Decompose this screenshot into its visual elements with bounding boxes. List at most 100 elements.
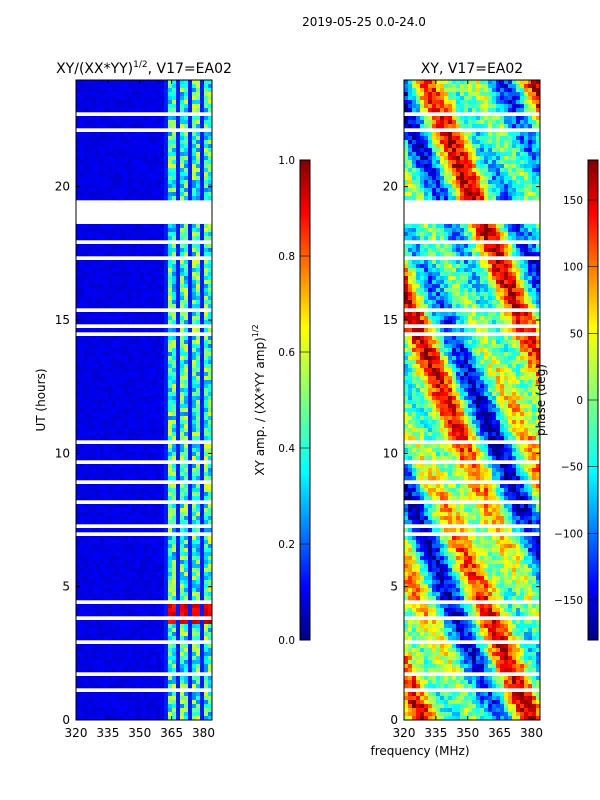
heatmap-cell	[160, 420, 165, 425]
heatmap-cell	[188, 300, 193, 305]
heatmap-cell	[176, 304, 181, 309]
heatmap-cell	[92, 160, 97, 165]
heatmap-cell	[180, 336, 185, 341]
heatmap-cell	[188, 120, 193, 125]
heatmap-cell	[192, 104, 197, 109]
heatmap-cell	[120, 604, 125, 609]
heatmap-cell	[160, 424, 165, 429]
heatmap-cell	[176, 540, 181, 545]
heatmap-cell	[480, 104, 485, 109]
heatmap-cell	[156, 196, 161, 201]
heatmap-cell	[92, 684, 97, 689]
heatmap-cell	[140, 152, 145, 157]
heatmap-cell	[172, 704, 177, 709]
heatmap-cell	[192, 300, 197, 305]
heatmap-cell	[76, 620, 81, 625]
heatmap-cell	[200, 196, 205, 201]
heatmap-cell	[156, 496, 161, 501]
heatmap-cell	[208, 492, 213, 497]
heatmap-cell	[76, 164, 81, 169]
heatmap-cell	[172, 140, 177, 145]
heatmap-cell	[208, 508, 213, 513]
heatmap-cell	[200, 84, 205, 89]
heatmap-cell	[204, 516, 209, 521]
heatmap-cell	[148, 412, 153, 417]
heatmap-cell	[192, 120, 197, 125]
heatmap-cell	[124, 336, 129, 341]
heatmap-cell	[144, 596, 149, 601]
heatmap-cell	[128, 540, 133, 545]
heatmap-cell	[96, 232, 101, 237]
heatmap-cell	[116, 468, 121, 473]
heatmap-cell	[204, 576, 209, 581]
heatmap-cell	[96, 436, 101, 441]
heatmap-cell	[76, 312, 81, 317]
heatmap-cell	[496, 80, 501, 85]
heatmap-cell	[152, 312, 157, 317]
heatmap-cell	[136, 264, 141, 269]
heatmap-cell	[120, 360, 125, 365]
heatmap-cell	[160, 396, 165, 401]
heatmap-cell	[148, 528, 153, 533]
heatmap-cell	[100, 432, 105, 437]
heatmap-cell	[84, 116, 89, 121]
heatmap-cell	[112, 132, 117, 137]
heatmap-cell	[104, 252, 109, 257]
heatmap-cell	[132, 344, 137, 349]
heatmap-cell	[152, 512, 157, 517]
heatmap-cell	[192, 124, 197, 129]
heatmap-cell	[76, 456, 81, 461]
heatmap-cell	[164, 584, 169, 589]
heatmap-cell	[120, 268, 125, 273]
heatmap-cell	[136, 464, 141, 469]
heatmap-cell	[204, 604, 209, 609]
heatmap-cell	[112, 388, 117, 393]
heatmap-cell	[140, 436, 145, 441]
heatmap-cell	[88, 496, 93, 501]
heatmap-cell	[80, 512, 85, 517]
heatmap-cell	[120, 396, 125, 401]
heatmap-cell	[200, 280, 205, 285]
heatmap-cell	[464, 96, 469, 101]
heatmap-cell	[116, 252, 121, 257]
heatmap-cell	[200, 176, 205, 181]
heatmap-cell	[116, 620, 121, 625]
heatmap-cell	[136, 632, 141, 637]
heatmap-cell	[80, 516, 85, 521]
heatmap-cell	[100, 484, 105, 489]
heatmap-cell	[168, 484, 173, 489]
heatmap-cell	[504, 88, 509, 93]
heatmap-cell	[152, 376, 157, 381]
heatmap-cell	[204, 148, 209, 153]
heatmap-cell	[416, 96, 421, 101]
heatmap-cell	[120, 664, 125, 669]
heatmap-cell	[436, 88, 441, 93]
heatmap-cell	[180, 664, 185, 669]
heatmap-cell	[200, 172, 205, 177]
heatmap-cell	[100, 116, 105, 121]
heatmap-cell	[200, 552, 205, 557]
heatmap-cell	[140, 712, 145, 717]
heatmap-cell	[92, 192, 97, 197]
heatmap-cell	[100, 412, 105, 417]
heatmap-cell	[156, 272, 161, 277]
heatmap-cell	[104, 244, 109, 249]
heatmap-cell	[136, 584, 141, 589]
heatmap-cell	[208, 408, 213, 413]
heatmap-cell	[184, 244, 189, 249]
heatmap-cell	[120, 124, 125, 129]
heatmap-cell	[180, 120, 185, 125]
heatmap-cell	[76, 100, 81, 105]
heatmap-cell	[80, 288, 85, 293]
heatmap-cell	[184, 548, 189, 553]
heatmap-cell	[204, 152, 209, 157]
heatmap-cell	[460, 104, 465, 109]
heatmap-cell	[112, 444, 117, 449]
heatmap-cell	[148, 376, 153, 381]
heatmap-cell	[124, 620, 129, 625]
heatmap-cell	[76, 328, 81, 333]
heatmap-cell	[96, 408, 101, 413]
heatmap-cell	[208, 292, 213, 297]
heatmap-cell	[148, 268, 153, 273]
heatmap-cell	[116, 664, 121, 669]
